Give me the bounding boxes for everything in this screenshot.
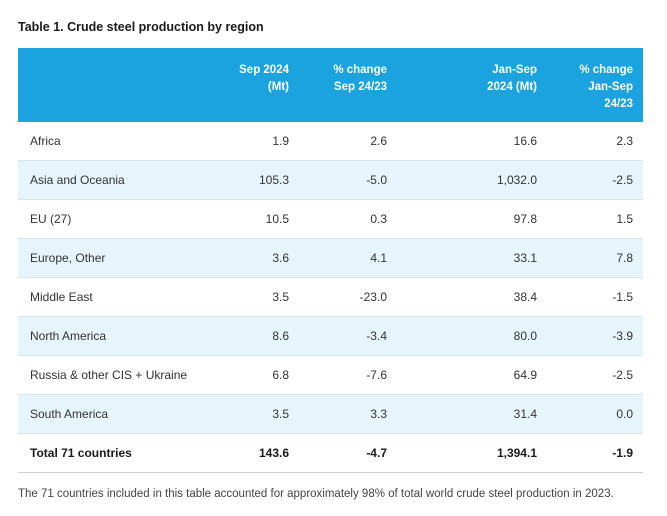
- cell-ytd: 97.8: [397, 199, 547, 239]
- cell-ytd: 64.9: [397, 355, 547, 395]
- cell-sep: 6.8: [203, 355, 299, 395]
- header-line: 2024 (Mt): [487, 81, 537, 93]
- cell-region: Russia & other CIS + Ukraine: [18, 355, 203, 395]
- cell-region: EU (27): [18, 199, 203, 239]
- cell-region: Europe, Other: [18, 238, 203, 278]
- cell-sep: 3.5: [203, 394, 299, 434]
- cell-ytd: 33.1: [397, 238, 547, 278]
- header-line: 24/23: [604, 98, 633, 110]
- table-title: Table 1. Crude steel production by regio…: [18, 20, 264, 34]
- table-header-row: Sep 2024 (Mt) % change Sep 24/23 Jan-Sep…: [18, 48, 643, 122]
- table-row: EU (27) 10.5 0.3 97.8 1.5: [18, 199, 643, 239]
- table-row: South America 3.5 3.3 31.4 0.0: [18, 394, 643, 434]
- table-row: Russia & other CIS + Ukraine 6.8 -7.6 64…: [18, 355, 643, 395]
- table-footnote: The 71 countries included in this table …: [18, 488, 614, 500]
- cell-ytd-change: 1.5: [547, 199, 643, 239]
- cell-region: North America: [18, 316, 203, 356]
- cell-sep-change: 3.3: [299, 394, 397, 434]
- header-sep-change: % change Sep 24/23: [299, 48, 397, 122]
- cell-sep: 3.5: [203, 277, 299, 317]
- header-line: Jan-Sep: [492, 64, 537, 76]
- cell-sep-change: 0.3: [299, 199, 397, 239]
- table-total-row: Total 71 countries 143.6 -4.7 1,394.1 -1…: [18, 433, 643, 473]
- cell-ytd-change: 0.0: [547, 394, 643, 434]
- header-line: % change: [579, 64, 633, 76]
- header-line: (Mt): [267, 81, 289, 93]
- header-sep-2024: Sep 2024 (Mt): [203, 48, 299, 122]
- cell-ytd: 31.4: [397, 394, 547, 434]
- cell-sep-change: -4.7: [299, 433, 397, 473]
- cell-ytd: 38.4: [397, 277, 547, 317]
- cell-sep: 105.3: [203, 160, 299, 200]
- cell-sep: 3.6: [203, 238, 299, 278]
- cell-region: Total 71 countries: [18, 433, 203, 473]
- table-row: North America 8.6 -3.4 80.0 -3.9: [18, 316, 643, 356]
- cell-sep: 10.5: [203, 199, 299, 239]
- cell-region: Asia and Oceania: [18, 160, 203, 200]
- cell-ytd-change: -2.5: [547, 355, 643, 395]
- steel-production-table: Sep 2024 (Mt) % change Sep 24/23 Jan-Sep…: [18, 48, 643, 473]
- cell-region: South America: [18, 394, 203, 434]
- header-line: % change: [333, 64, 387, 76]
- cell-sep: 1.9: [203, 122, 299, 161]
- cell-ytd-change: -1.9: [547, 433, 643, 473]
- cell-region: Middle East: [18, 277, 203, 317]
- cell-sep-change: -7.6: [299, 355, 397, 395]
- cell-sep-change: -23.0: [299, 277, 397, 317]
- table-row: Europe, Other 3.6 4.1 33.1 7.8: [18, 238, 643, 278]
- table-row: Africa 1.9 2.6 16.6 2.3: [18, 122, 643, 161]
- cell-ytd-change: -2.5: [547, 160, 643, 200]
- cell-region: Africa: [18, 122, 203, 161]
- table-row: Middle East 3.5 -23.0 38.4 -1.5: [18, 277, 643, 317]
- cell-ytd: 1,032.0: [397, 160, 547, 200]
- cell-ytd: 80.0: [397, 316, 547, 356]
- cell-sep-change: -5.0: [299, 160, 397, 200]
- cell-sep-change: 2.6: [299, 122, 397, 161]
- cell-ytd: 1,394.1: [397, 433, 547, 473]
- header-jan-sep-change: % change Jan-Sep 24/23: [547, 48, 643, 122]
- cell-sep: 143.6: [203, 433, 299, 473]
- cell-ytd: 16.6: [397, 122, 547, 161]
- header-line: Jan-Sep: [588, 81, 633, 93]
- header-region: [18, 48, 203, 122]
- cell-ytd-change: -3.9: [547, 316, 643, 356]
- cell-ytd-change: 2.3: [547, 122, 643, 161]
- cell-ytd-change: -1.5: [547, 277, 643, 317]
- table-row: Asia and Oceania 105.3 -5.0 1,032.0 -2.5: [18, 160, 643, 200]
- header-line: Sep 2024: [239, 64, 289, 76]
- cell-ytd-change: 7.8: [547, 238, 643, 278]
- header-jan-sep-2024: Jan-Sep 2024 (Mt): [397, 48, 547, 122]
- header-line: Sep 24/23: [333, 81, 387, 93]
- cell-sep-change: 4.1: [299, 238, 397, 278]
- cell-sep: 8.6: [203, 316, 299, 356]
- cell-sep-change: -3.4: [299, 316, 397, 356]
